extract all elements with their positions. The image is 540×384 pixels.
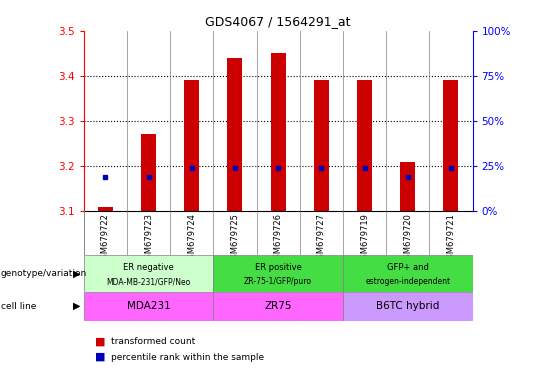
Text: ▶: ▶ (73, 268, 80, 279)
Text: GSM679727: GSM679727 (317, 214, 326, 265)
Bar (213, 292, 343, 321)
Bar (357, 80, 372, 211)
Text: ■: ■ (94, 352, 105, 362)
Text: transformed count: transformed count (111, 337, 195, 346)
Bar (84, 255, 213, 292)
Text: GSM679726: GSM679726 (274, 214, 282, 265)
Text: GSM679725: GSM679725 (231, 214, 239, 264)
Title: GDS4067 / 1564291_at: GDS4067 / 1564291_at (205, 15, 351, 28)
Bar (343, 255, 472, 292)
Text: cell line: cell line (1, 302, 36, 311)
Text: B6TC hybrid: B6TC hybrid (376, 301, 440, 311)
Text: GSM679720: GSM679720 (403, 214, 412, 264)
Text: genotype/variation: genotype/variation (1, 269, 87, 278)
Bar (443, 80, 458, 211)
Bar (141, 134, 156, 211)
Text: estrogen-independent: estrogen-independent (365, 277, 450, 286)
Text: ZR75: ZR75 (265, 301, 292, 311)
Text: ▶: ▶ (73, 301, 80, 311)
Text: ■: ■ (94, 337, 105, 347)
Text: GSM679721: GSM679721 (447, 214, 455, 264)
Text: GFP+ and: GFP+ and (387, 263, 429, 271)
Bar (84, 292, 213, 321)
Text: ER positive: ER positive (255, 263, 301, 271)
Text: MDA-MB-231/GFP/Neo: MDA-MB-231/GFP/Neo (106, 277, 191, 286)
Text: ZR-75-1/GFP/puro: ZR-75-1/GFP/puro (244, 277, 312, 286)
Bar (184, 80, 199, 211)
Bar (98, 207, 113, 211)
Bar (400, 162, 415, 211)
Text: percentile rank within the sample: percentile rank within the sample (111, 353, 264, 362)
Text: GSM679723: GSM679723 (144, 214, 153, 265)
Text: MDA231: MDA231 (126, 301, 171, 311)
Bar (227, 58, 242, 211)
Bar (271, 53, 286, 211)
Text: GSM679724: GSM679724 (187, 214, 196, 264)
Text: GSM679722: GSM679722 (101, 214, 110, 264)
Bar (314, 80, 329, 211)
Bar (343, 292, 472, 321)
Bar (213, 255, 343, 292)
Text: ER negative: ER negative (123, 263, 174, 271)
Text: GSM679719: GSM679719 (360, 214, 369, 264)
